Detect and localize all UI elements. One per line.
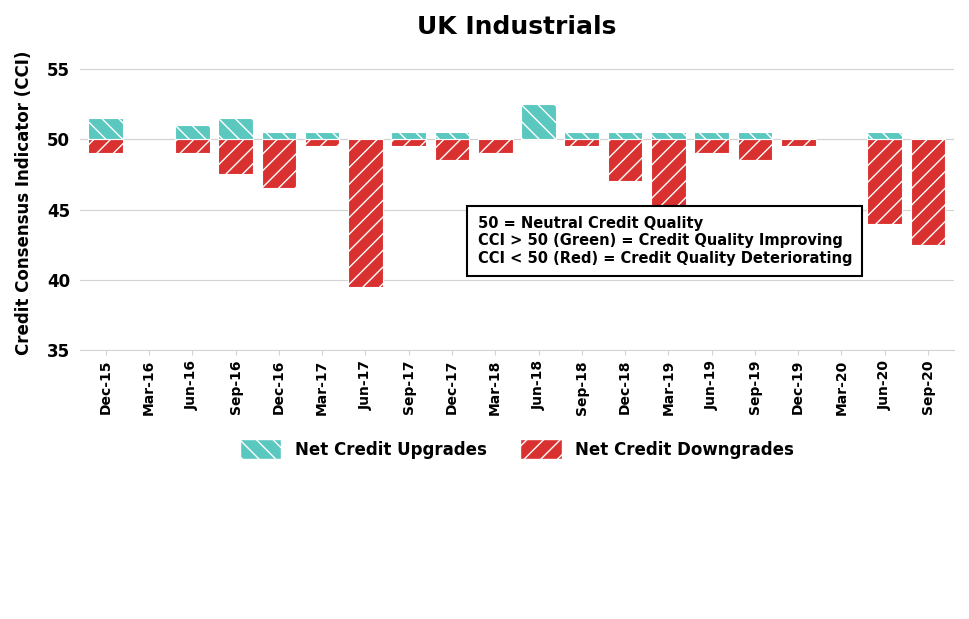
Bar <box>651 132 686 139</box>
Bar <box>911 139 946 245</box>
Bar <box>391 132 426 139</box>
Bar <box>695 139 729 154</box>
Bar <box>737 139 772 160</box>
Y-axis label: Credit Consensus Indicator (CCI): Credit Consensus Indicator (CCI) <box>15 50 33 355</box>
Bar <box>608 139 642 181</box>
Title: UK Industrials: UK Industrials <box>418 15 616 39</box>
Bar <box>175 139 209 154</box>
Bar <box>391 139 426 146</box>
Bar <box>88 139 123 154</box>
Bar <box>218 118 253 139</box>
Bar <box>651 139 686 231</box>
Bar <box>478 139 513 154</box>
Bar <box>175 125 209 139</box>
Bar <box>435 139 469 160</box>
Bar <box>218 139 253 175</box>
Bar <box>88 118 123 139</box>
Bar <box>737 132 772 139</box>
Legend: Net Credit Upgrades, Net Credit Downgrades: Net Credit Upgrades, Net Credit Downgrad… <box>234 432 800 466</box>
Bar <box>305 139 339 146</box>
Bar <box>521 104 556 139</box>
Text: 50 = Neutral Credit Quality
CCI > 50 (Green) = Credit Quality Improving
CCI < 50: 50 = Neutral Credit Quality CCI > 50 (Gr… <box>478 216 852 266</box>
Bar <box>867 132 902 139</box>
Bar <box>262 139 297 188</box>
Bar <box>781 139 816 146</box>
Bar <box>565 139 599 146</box>
Bar <box>695 132 729 139</box>
Bar <box>608 132 642 139</box>
Bar <box>565 132 599 139</box>
Bar <box>435 132 469 139</box>
Bar <box>305 132 339 139</box>
Bar <box>348 139 383 287</box>
Bar <box>867 139 902 223</box>
Bar <box>262 132 297 139</box>
